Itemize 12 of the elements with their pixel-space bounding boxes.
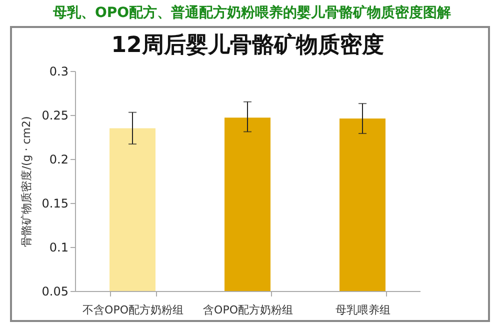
y-tick-label: 0.1 xyxy=(49,240,68,254)
x-tick-label: 不含OPO配方奶粉组 xyxy=(82,304,184,316)
y-axis-title: 骨骼矿物质密度/(g · cm2) xyxy=(20,116,33,247)
chart-title: 母乳、OPO配方、普通配方奶粉喂养的婴儿骨骼矿物质密度图解 xyxy=(52,4,452,23)
y-tick-label: 0.25 xyxy=(42,108,68,122)
chart-subtitle: 12周后婴儿骨骼矿物质密度 xyxy=(111,32,384,58)
y-tick-label: 0.05 xyxy=(42,284,68,298)
x-tick-label: 母乳喂养组 xyxy=(336,304,390,316)
y-tick-label: 0.2 xyxy=(49,152,68,166)
y-tick-label: 0.3 xyxy=(49,64,68,78)
x-tick-label: 含OPO配方奶粉组 xyxy=(203,304,293,316)
y-tick-label: 0.15 xyxy=(42,196,68,210)
